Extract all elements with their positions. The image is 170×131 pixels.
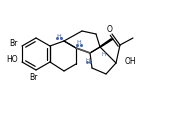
Text: H: H <box>102 53 106 58</box>
Text: HO: HO <box>6 56 18 64</box>
Text: OH: OH <box>124 56 136 66</box>
Text: H: H <box>86 58 90 62</box>
Text: O: O <box>107 24 113 34</box>
Text: Br: Br <box>9 40 17 48</box>
Polygon shape <box>99 39 113 47</box>
Text: H: H <box>77 40 81 45</box>
Text: H: H <box>57 34 61 39</box>
Text: Br: Br <box>29 73 37 83</box>
